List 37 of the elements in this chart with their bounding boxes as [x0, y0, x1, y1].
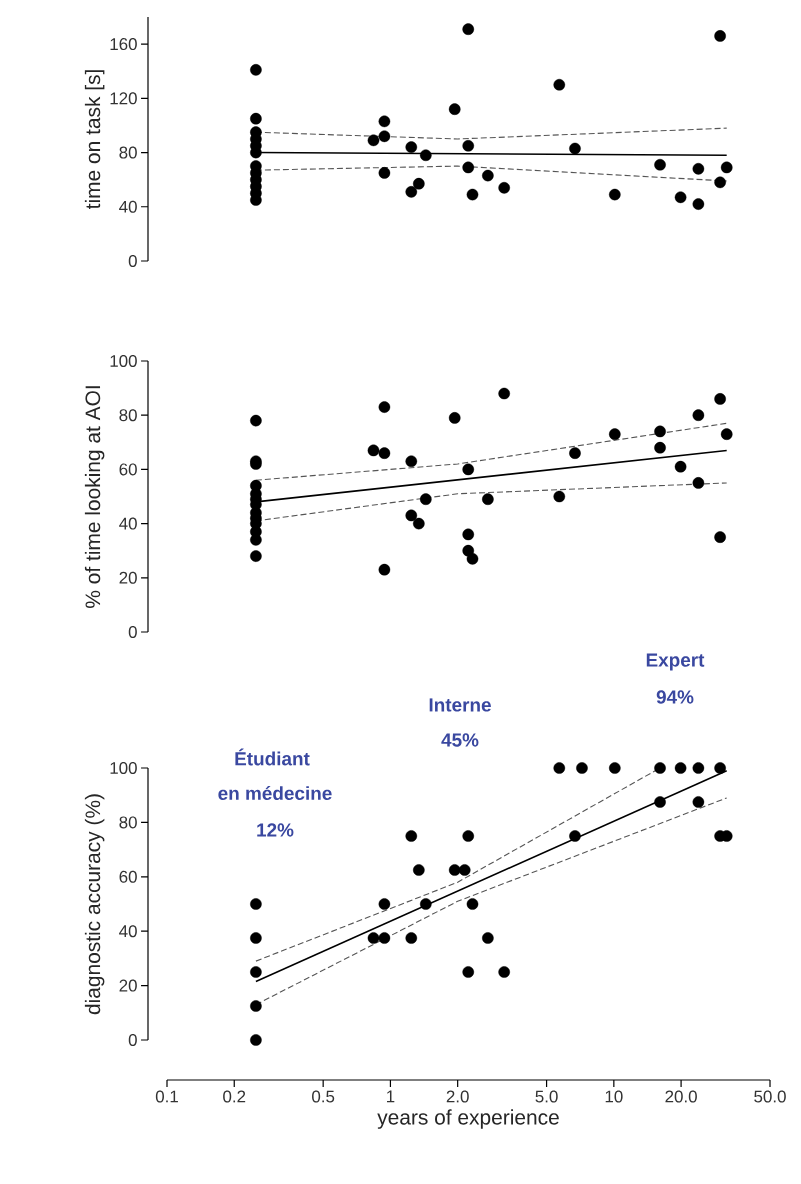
- annotation: 12%: [257, 823, 294, 837]
- y-axis-title: diagnostic accuracy (%): [84, 794, 105, 1015]
- annotation: en médecine: [218, 785, 332, 801]
- y-tick-label: 40: [119, 517, 137, 530]
- x-tick-label: 10: [605, 1090, 623, 1103]
- text: Interne: [429, 698, 491, 712]
- x-tick-label: 5.0: [535, 1090, 558, 1103]
- x-tick-label: 0.1: [155, 1090, 178, 1103]
- x-tick-label: 20.0: [665, 1090, 697, 1103]
- y-axis-title: time on task [s]: [84, 70, 105, 210]
- y-tick-label: 160: [110, 38, 137, 51]
- y-tick-label: 20: [119, 571, 137, 584]
- text: 94%: [656, 690, 694, 704]
- y-tick-label: 60: [119, 463, 137, 476]
- y-tick-label: 0: [128, 254, 137, 267]
- y-tick-label: 60: [119, 870, 137, 883]
- y-tick-label: 120: [110, 92, 137, 105]
- y-tick-label: 80: [119, 409, 137, 422]
- y-tick-label: 100: [110, 354, 137, 367]
- x-tick-label: 2.0: [446, 1090, 469, 1103]
- y-tick-label: 100: [110, 762, 137, 774]
- x-tick-label: 0.2: [223, 1090, 246, 1103]
- y-tick-label: 0: [128, 625, 137, 638]
- y-tick-label: 40: [119, 200, 137, 213]
- x-tick-label: 0.5: [312, 1090, 335, 1103]
- text: 45%: [441, 733, 479, 747]
- x-tick-label: 50.0: [754, 1090, 786, 1103]
- y-axis-title: % of time looking at AOI: [84, 386, 105, 608]
- text: Étudiant: [235, 748, 310, 766]
- y-tick-label: 80: [119, 146, 137, 159]
- text: Expert: [646, 653, 705, 671]
- x-axis-title: years of experience: [377, 1109, 559, 1129]
- y-tick-label: 80: [119, 816, 137, 829]
- y-tick-label: 20: [119, 979, 137, 992]
- x-tick-label: 1: [387, 1090, 395, 1103]
- y-tick-label: 40: [119, 925, 137, 938]
- y-tick-label: 0: [128, 1034, 137, 1046]
